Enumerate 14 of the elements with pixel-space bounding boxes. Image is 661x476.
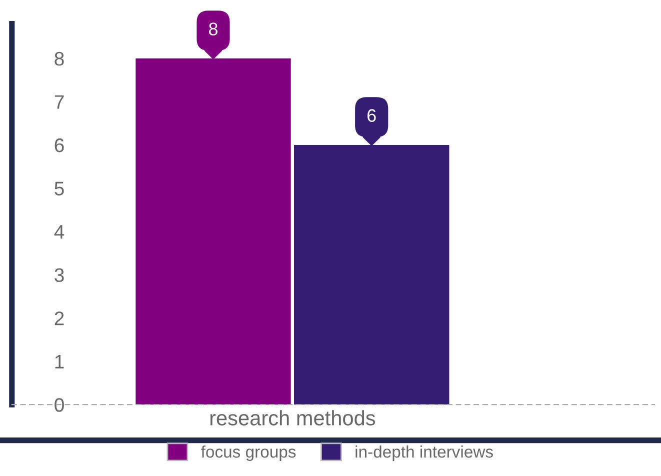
legend-label: focus groups — [201, 445, 296, 461]
legend-label: in-depth interviews — [356, 445, 493, 461]
y-tick-label: 7 — [54, 95, 64, 109]
y-tick-label: 6 — [54, 138, 64, 152]
y-tick-label: 1 — [55, 354, 64, 368]
data-label: 8 — [209, 22, 218, 36]
x-tick-label: research methods — [210, 410, 376, 426]
y-tick-label: 5 — [54, 182, 64, 196]
data-label: 6 — [368, 109, 376, 122]
y-tick-label: 3 — [54, 268, 64, 282]
y-tick-label: 8 — [54, 52, 64, 66]
y-tick-label: 4 — [54, 225, 64, 239]
y-tick-label: 2 — [54, 312, 64, 326]
y-tick-label: 0 — [54, 398, 64, 412]
